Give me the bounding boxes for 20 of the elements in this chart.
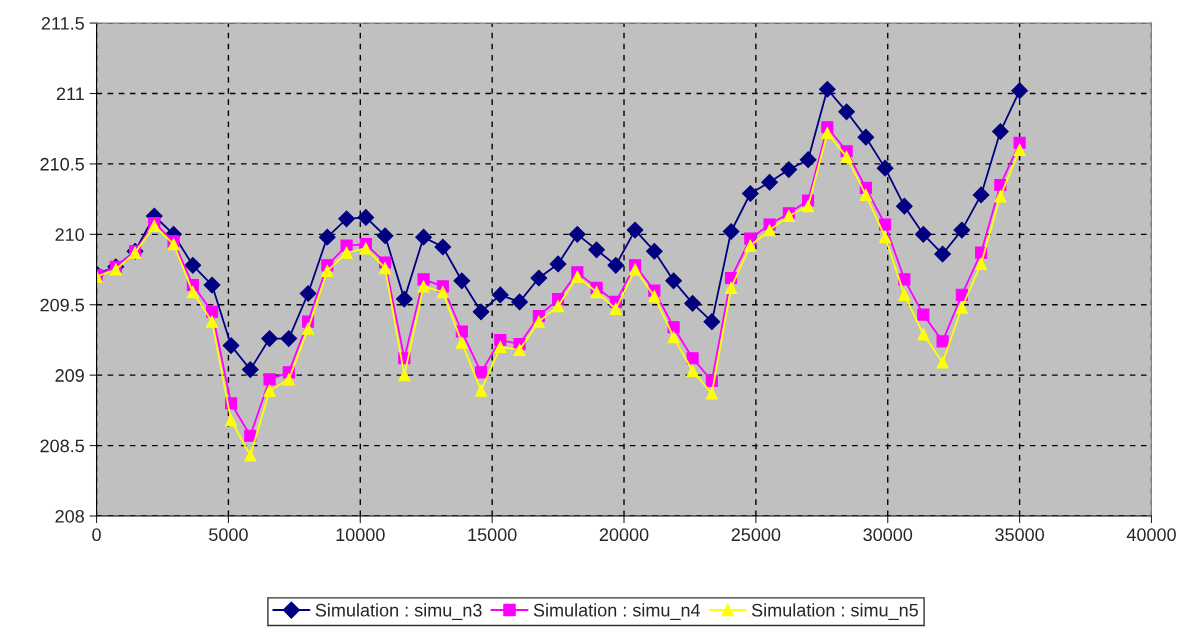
x-tick-label: 15000 <box>468 528 517 542</box>
legend-label: Simulation : simu_n3 <box>315 603 482 620</box>
y-tick-label: 209 <box>55 369 84 382</box>
x-tick-label: 10000 <box>336 528 385 542</box>
x-tick-label: 25000 <box>731 528 781 542</box>
y-tick-label: 210 <box>55 228 85 242</box>
legend-label: Simulation : simu_n5 <box>751 603 918 620</box>
x-tick-label: 20000 <box>599 528 649 542</box>
legend-label: Simulation : simu_n4 <box>533 603 701 620</box>
y-tick-label: 211 <box>56 87 84 101</box>
x-tick-label: 5000 <box>209 528 248 542</box>
x-tick-label: 0 <box>92 528 101 542</box>
y-tick-label: 208 <box>55 509 84 523</box>
y-tick-label: 210.5 <box>40 157 84 171</box>
x-tick-label: 40000 <box>1126 528 1176 542</box>
y-tick-label: 211.5 <box>41 17 84 30</box>
y-tick-label: 209.5 <box>40 298 84 312</box>
y-tick-label: 208.5 <box>40 439 84 453</box>
x-tick-label: 30000 <box>863 528 913 542</box>
x-tick-label: 35000 <box>995 528 1045 542</box>
